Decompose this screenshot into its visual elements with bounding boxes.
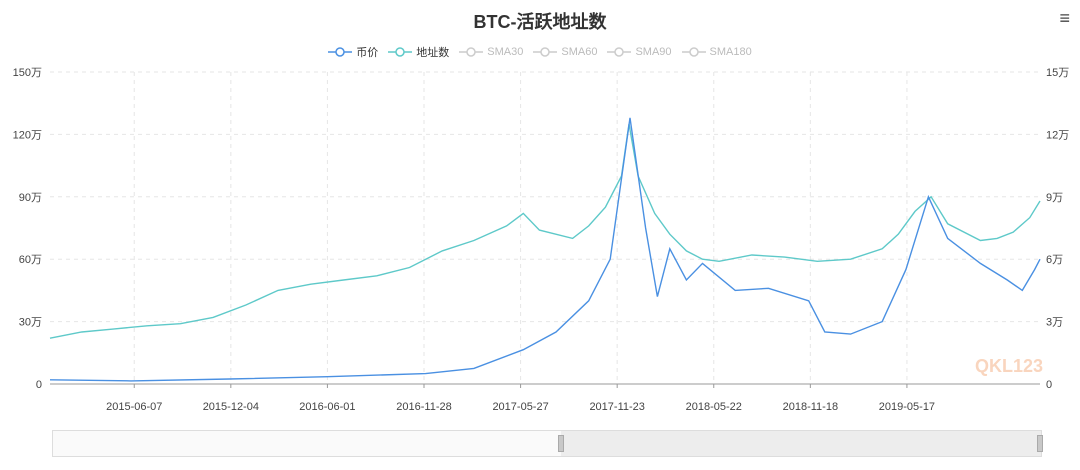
x-tick-label: 2015-06-07 [106,401,162,413]
y-left-tick-label: 120万 [13,129,42,141]
x-tick-label: 2019-05-17 [879,401,935,413]
x-tick-label: 2016-06-01 [299,401,355,413]
y-left-tick-label: 90万 [19,192,42,204]
y-right-tick-label: 6万 [1046,254,1063,266]
legend-item-4[interactable]: SMA90 [607,44,672,60]
data-zoom-window[interactable] [561,431,1041,456]
x-tick-label: 2016-11-28 [396,401,451,413]
y-right-tick-label: 3万 [1046,317,1063,329]
legend-label: SMA30 [487,46,524,58]
legend-line-circle-icon [607,47,632,57]
y-left-tick-label: 150万 [13,67,42,79]
x-tick-label: 2017-05-27 [492,401,548,413]
legend-line-circle-icon [459,47,484,57]
hamburger-menu-icon[interactable]: ≡ [1059,8,1070,28]
chart-legend: 币价 地址数 SMA30 SMA60 SMA90 SMA180 [0,44,1080,60]
y-right-tick-label: 15万 [1046,67,1069,79]
line-chart: 0 0 30万 3万 60万 6万 90万 9万 120万 12万 150万 15万 2015-06-0… [13,67,1070,413]
y-right-tick-label: 9万 [1046,192,1063,204]
legend-line-circle-icon [388,47,413,57]
legend-item-2[interactable]: SMA30 [459,44,523,60]
legend-label: 币价 [356,47,379,59]
legend-item-0[interactable]: 币价 [328,44,378,60]
y-left-tick-label: 0 [36,379,42,391]
watermark-logo: QKL123 [975,356,1043,376]
legend-item-3[interactable]: SMA60 [533,44,597,60]
x-tick-label: 2018-11-18 [783,401,838,413]
data-zoom-end-handle[interactable] [1037,435,1043,452]
chart-title: BTC-活跃地址数 [473,12,607,32]
legend-line-circle-icon [328,47,353,57]
legend-label: SMA90 [635,46,672,58]
legend-line-circle-icon [681,47,706,57]
y-left-tick-label: 30万 [19,317,42,329]
legend-item-5[interactable]: SMA180 [681,44,752,60]
legend-label: SMA180 [709,46,752,58]
x-tick-label: 2017-11-23 [589,401,644,413]
x-tick-label: 2018-05-22 [686,401,742,413]
series-line-price [49,117,1041,382]
legend-line-circle-icon [533,47,558,57]
data-zoom-slider[interactable] [52,430,1043,457]
legend-item-1[interactable]: 地址数 [388,44,449,60]
x-tick-label: 2015-12-04 [203,401,259,413]
y-right-tick-label: 12万 [1046,129,1069,141]
data-zoom-start-handle[interactable] [558,435,564,452]
legend-label: SMA60 [561,46,598,58]
y-left-tick-label: 60万 [19,254,42,266]
legend-label: 地址数 [416,47,450,59]
y-right-tick-label: 0 [1046,379,1052,391]
series-line-addresses [49,123,1041,339]
